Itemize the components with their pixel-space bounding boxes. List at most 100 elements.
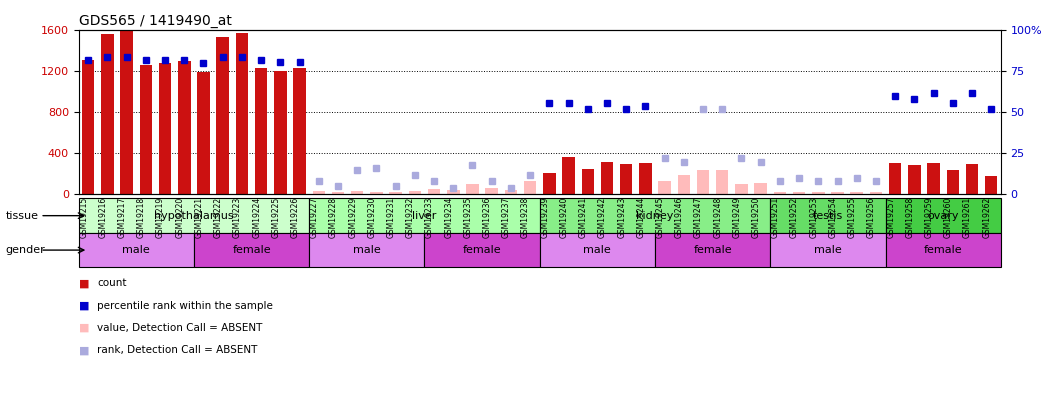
Text: GSM19216: GSM19216: [99, 196, 107, 238]
Bar: [275, 71, 286, 194]
Text: male: male: [814, 245, 842, 255]
Bar: [370, 192, 383, 194]
Text: GSM19242: GSM19242: [598, 196, 607, 238]
Bar: [447, 190, 459, 194]
Text: ■: ■: [79, 279, 89, 288]
Text: GSM19262: GSM19262: [982, 196, 991, 238]
Bar: [79, 233, 194, 267]
Text: GSM19245: GSM19245: [656, 196, 664, 238]
Text: GSM19244: GSM19244: [636, 196, 646, 238]
Text: count: count: [97, 279, 127, 288]
Text: GSM19258: GSM19258: [905, 196, 914, 238]
Text: hypothalamus: hypothalamus: [154, 211, 234, 221]
Bar: [390, 192, 401, 194]
Text: GSM19219: GSM19219: [156, 196, 166, 238]
Bar: [540, 233, 655, 267]
Text: GSM19228: GSM19228: [329, 196, 337, 238]
Text: GSM19238: GSM19238: [521, 196, 530, 238]
Text: GSM19240: GSM19240: [560, 196, 568, 238]
Text: GSM19215: GSM19215: [80, 196, 88, 238]
Bar: [197, 72, 210, 194]
Bar: [886, 198, 1001, 233]
Bar: [82, 60, 94, 194]
Bar: [79, 198, 309, 233]
Bar: [889, 163, 901, 194]
Text: ovary: ovary: [927, 211, 959, 221]
Text: ■: ■: [79, 301, 89, 311]
Text: GSM19255: GSM19255: [848, 196, 857, 238]
Text: tissue: tissue: [5, 211, 38, 221]
Text: female: female: [924, 245, 962, 255]
Bar: [678, 175, 690, 194]
Bar: [812, 192, 825, 194]
Text: male: male: [123, 245, 150, 255]
Text: GSM19254: GSM19254: [829, 196, 837, 238]
Bar: [886, 233, 1001, 267]
Text: GDS565 / 1419490_at: GDS565 / 1419490_at: [79, 14, 232, 28]
Bar: [178, 61, 191, 194]
Bar: [236, 34, 248, 194]
Text: GSM19227: GSM19227: [310, 196, 319, 238]
Text: GSM19235: GSM19235: [463, 196, 473, 238]
Bar: [121, 30, 133, 194]
Text: GSM19236: GSM19236: [483, 196, 492, 238]
Bar: [927, 163, 940, 194]
Text: GSM19246: GSM19246: [675, 196, 683, 238]
Bar: [697, 170, 709, 194]
Text: female: female: [463, 245, 501, 255]
Text: GSM19220: GSM19220: [175, 196, 184, 238]
Text: male: male: [353, 245, 380, 255]
Text: rank, Detection Call = ABSENT: rank, Detection Call = ABSENT: [97, 345, 258, 355]
Bar: [851, 192, 863, 194]
Text: GSM19233: GSM19233: [425, 196, 434, 238]
Bar: [966, 164, 978, 194]
Text: GSM19229: GSM19229: [348, 196, 357, 238]
Text: GSM19249: GSM19249: [733, 196, 741, 238]
Bar: [755, 183, 767, 194]
Text: GSM19226: GSM19226: [290, 196, 300, 238]
Bar: [770, 233, 886, 267]
Text: GSM19222: GSM19222: [214, 196, 222, 238]
Bar: [655, 233, 770, 267]
Bar: [870, 192, 882, 194]
Bar: [736, 184, 747, 194]
Text: GSM19234: GSM19234: [444, 196, 453, 238]
Text: value, Detection Call = ABSENT: value, Detection Call = ABSENT: [97, 323, 263, 333]
Text: GSM19217: GSM19217: [117, 196, 127, 238]
Text: ■: ■: [79, 323, 89, 333]
Text: GSM19250: GSM19250: [751, 196, 761, 238]
Text: GSM19256: GSM19256: [867, 196, 876, 238]
Bar: [582, 169, 594, 194]
Bar: [505, 190, 517, 194]
Bar: [424, 233, 540, 267]
Text: GSM19251: GSM19251: [771, 196, 780, 238]
Text: GSM19225: GSM19225: [271, 196, 281, 238]
Bar: [332, 192, 344, 194]
Text: GSM19231: GSM19231: [387, 196, 396, 238]
Text: ■: ■: [79, 345, 89, 355]
Text: testis: testis: [813, 211, 843, 221]
Bar: [524, 181, 537, 194]
Text: GSM19253: GSM19253: [809, 196, 818, 238]
Bar: [351, 191, 364, 194]
Bar: [831, 192, 844, 194]
Bar: [217, 36, 228, 194]
Bar: [620, 164, 632, 194]
Bar: [985, 177, 998, 194]
Bar: [159, 63, 171, 194]
Text: GSM19223: GSM19223: [233, 196, 242, 238]
Text: GSM19230: GSM19230: [368, 196, 376, 238]
Bar: [773, 192, 786, 194]
Text: GSM19257: GSM19257: [887, 196, 895, 238]
Text: GSM19248: GSM19248: [714, 196, 722, 238]
Text: GSM19252: GSM19252: [790, 196, 799, 238]
Text: male: male: [584, 245, 611, 255]
Bar: [194, 233, 309, 267]
Bar: [102, 34, 113, 194]
Text: GSM19232: GSM19232: [406, 196, 415, 238]
Bar: [312, 191, 325, 194]
Text: GSM19239: GSM19239: [541, 196, 549, 238]
Bar: [428, 189, 440, 194]
Text: percentile rank within the sample: percentile rank within the sample: [97, 301, 274, 311]
Bar: [639, 163, 652, 194]
